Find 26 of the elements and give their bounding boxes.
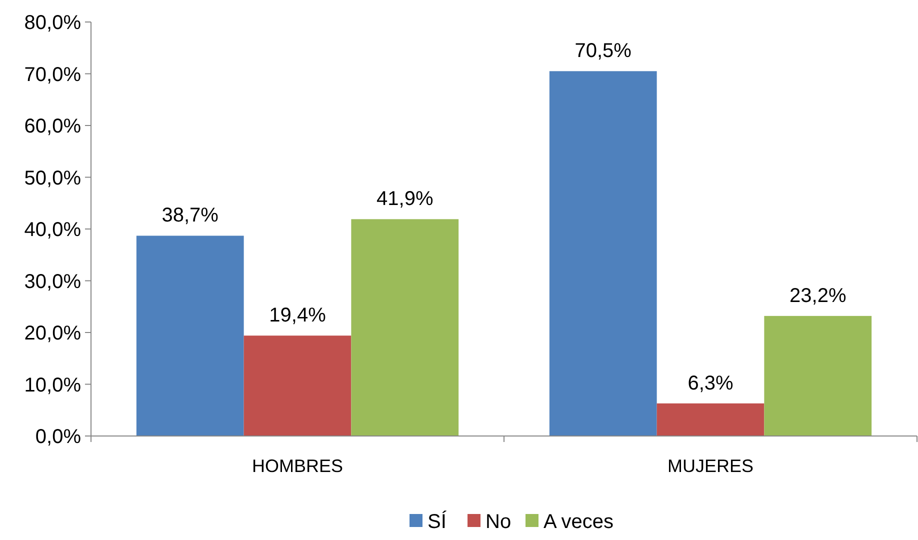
- x-tick-label: HOMBRES: [252, 456, 344, 476]
- legend-label: SÍ: [428, 510, 447, 533]
- data-label: 23,2%: [790, 284, 846, 307]
- y-tick-label: 40,0%: [24, 219, 82, 241]
- bar: [656, 403, 764, 436]
- bar: [764, 316, 872, 436]
- y-tick-label: 0,0%: [35, 426, 82, 448]
- data-label: 70,5%: [574, 40, 632, 62]
- bar: [244, 336, 352, 436]
- y-tick-label: 10,0%: [24, 374, 82, 396]
- y-tick-label: 60,0%: [24, 116, 82, 138]
- bar: [549, 71, 657, 436]
- legend-label: No: [486, 511, 512, 533]
- data-label: 6,3%: [688, 372, 734, 394]
- data-label: 19,4%: [269, 304, 326, 327]
- bar: [351, 219, 459, 436]
- y-tick-label: 70,0%: [24, 64, 82, 86]
- y-tick-label: 20,0%: [24, 322, 82, 344]
- data-label: 41,9%: [376, 188, 434, 210]
- legend-label: A veces: [544, 511, 614, 533]
- y-tick-label: 50,0%: [24, 167, 82, 190]
- y-tick-label: 30,0%: [24, 270, 82, 293]
- y-tick-label: 80,0%: [24, 12, 82, 34]
- x-tick-label: MUJERES: [667, 456, 754, 476]
- bar: [136, 236, 244, 436]
- data-label: 38,7%: [162, 204, 219, 227]
